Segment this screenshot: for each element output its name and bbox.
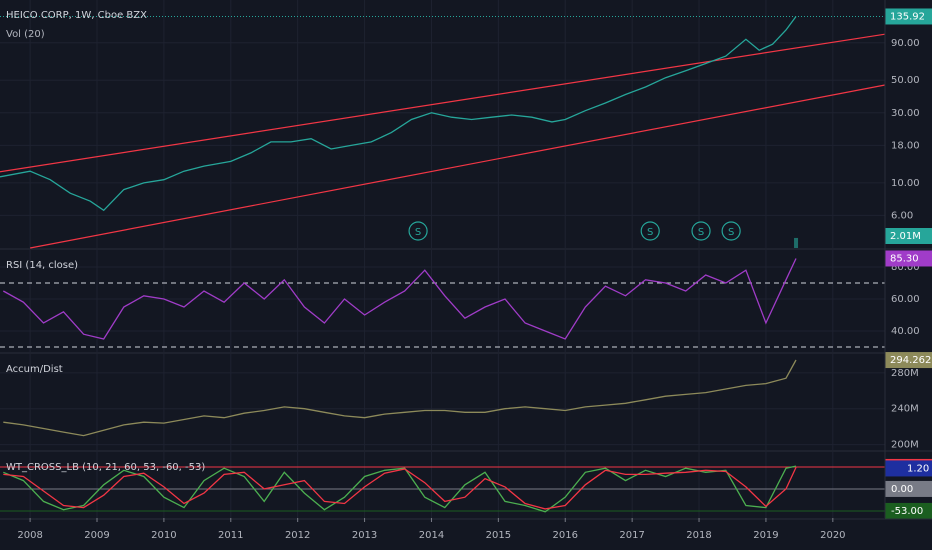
last-value-box bbox=[885, 352, 932, 369]
data-line bbox=[3, 359, 797, 437]
x-tick-label: 2012 bbox=[285, 530, 310, 541]
trend-line bbox=[29, 84, 886, 249]
y-tick-label: 240M bbox=[891, 404, 919, 415]
x-tick-label: 2017 bbox=[619, 530, 644, 541]
volume-bar bbox=[794, 237, 799, 248]
volume-label: 2.01M bbox=[890, 231, 921, 242]
x-tick-label: 2018 bbox=[686, 530, 711, 541]
last-value-box bbox=[885, 250, 932, 267]
event-label: S bbox=[698, 227, 704, 238]
event-marker bbox=[721, 221, 741, 241]
x-tick-label: 2015 bbox=[486, 530, 511, 541]
y-tick-label: 200M bbox=[891, 440, 919, 451]
panel-title: HEICO CORP, 1W, Cboe BZX bbox=[6, 10, 147, 21]
y-tick-label: 50.00 bbox=[891, 75, 920, 86]
y-tick-label: 90.00 bbox=[891, 38, 920, 49]
x-tick-label: 2008 bbox=[17, 530, 42, 541]
x-tick-label: 2014 bbox=[419, 530, 444, 541]
event-marker bbox=[691, 221, 711, 241]
event-marker bbox=[640, 221, 660, 241]
y-tick-label: 0.00 bbox=[891, 484, 913, 495]
y-tick-label: -53.00 bbox=[891, 506, 923, 517]
event-marker bbox=[408, 221, 428, 241]
event-label: S bbox=[728, 227, 734, 238]
data-line bbox=[0, 16, 797, 212]
event-label: S bbox=[415, 227, 421, 238]
y-tick-label: 280M bbox=[891, 368, 919, 379]
last-value-label: 135.92 bbox=[890, 11, 925, 22]
y-tick-label: 80.00 bbox=[891, 262, 920, 273]
level-label-box bbox=[885, 480, 932, 497]
panel-title: Accum/Dist bbox=[6, 364, 63, 375]
current-value-label: 1.20 bbox=[907, 463, 929, 474]
x-tick-label: 2016 bbox=[553, 530, 578, 541]
current-value-box bbox=[885, 460, 932, 477]
last-value-label: 85.30 bbox=[890, 253, 919, 264]
x-tick-label: 2010 bbox=[151, 530, 176, 541]
data-line bbox=[3, 467, 797, 510]
y-tick-label: 10.00 bbox=[891, 178, 920, 189]
x-tick-label: 2011 bbox=[218, 530, 243, 541]
trend-line bbox=[0, 33, 886, 173]
event-label: S bbox=[647, 227, 653, 238]
level-label-box bbox=[885, 502, 932, 519]
volume-title: Vol (20) bbox=[6, 29, 45, 40]
panel-title: WT_CROSS_LB (10, 21, 60, 53, -60, -53) bbox=[6, 462, 205, 473]
y-tick-label: 6.00 bbox=[891, 210, 913, 221]
panel-title: RSI (14, close) bbox=[6, 260, 78, 271]
y-tick-label: 30.00 bbox=[891, 108, 920, 119]
data-line bbox=[2, 258, 797, 340]
y-tick-label: 18.00 bbox=[891, 140, 920, 151]
x-tick-label: 2019 bbox=[753, 530, 778, 541]
last-value-label: 294.262M bbox=[890, 355, 932, 366]
volume-label-box bbox=[885, 228, 932, 244]
x-tick-label: 2009 bbox=[84, 530, 109, 541]
y-tick-label: 40.00 bbox=[891, 326, 920, 337]
y-tick-label: 60.00 bbox=[891, 294, 920, 305]
x-tick-label: 2020 bbox=[820, 530, 845, 541]
x-tick-label: 2013 bbox=[352, 530, 377, 541]
last-value-box bbox=[885, 8, 932, 25]
